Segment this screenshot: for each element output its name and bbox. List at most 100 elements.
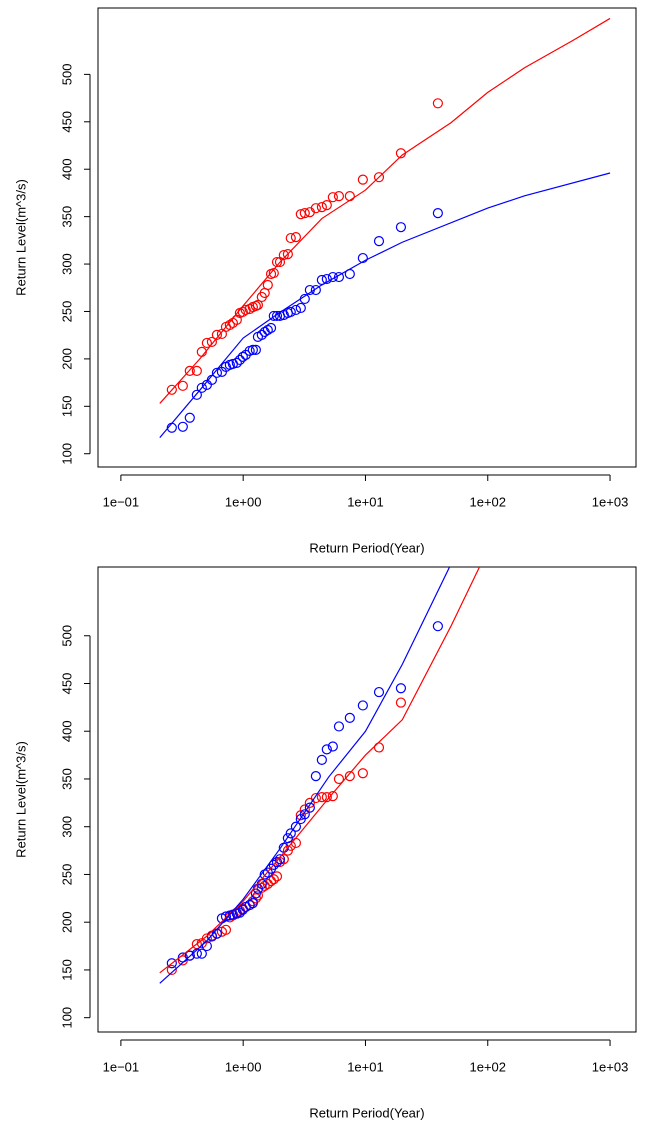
y-tick-label: 100 xyxy=(59,443,74,465)
data-point xyxy=(250,344,261,355)
data-point xyxy=(196,948,207,959)
data-point xyxy=(274,854,286,865)
data-point xyxy=(373,742,385,753)
data-point xyxy=(224,319,235,331)
data-point xyxy=(278,249,289,261)
data-point xyxy=(262,324,273,336)
data-point xyxy=(344,712,355,723)
data-point xyxy=(184,412,195,423)
data-point xyxy=(237,904,248,915)
data-point xyxy=(290,837,302,849)
data-point xyxy=(166,964,177,976)
data-point xyxy=(357,174,368,185)
data-point xyxy=(191,389,202,400)
data-point xyxy=(432,621,443,632)
fit-line xyxy=(159,567,481,974)
plot-area xyxy=(159,567,481,984)
data-point xyxy=(290,304,302,316)
data-point xyxy=(357,768,368,779)
y-tick-label: 300 xyxy=(59,253,74,275)
y-tick-label: 450 xyxy=(59,111,74,133)
data-point xyxy=(321,792,332,803)
data-point xyxy=(310,203,321,214)
data-point xyxy=(395,697,407,708)
data-point xyxy=(231,357,242,368)
y-axis-title: Return Level(m^3/s) xyxy=(13,741,28,858)
y-tick-label: 250 xyxy=(59,301,74,323)
y-tick-label: 350 xyxy=(59,206,74,228)
data-point xyxy=(268,874,279,885)
data-point xyxy=(271,310,283,322)
data-point xyxy=(344,191,355,202)
y-tick-label: 450 xyxy=(59,673,74,695)
data-point xyxy=(191,365,202,376)
data-point xyxy=(327,791,338,802)
y-tick-label: 150 xyxy=(59,395,74,417)
data-point xyxy=(244,899,255,911)
data-point xyxy=(285,306,296,318)
data-point xyxy=(166,384,177,395)
data-point xyxy=(201,933,212,944)
data-point xyxy=(316,202,327,213)
data-point xyxy=(220,911,232,922)
data-point xyxy=(299,208,310,219)
plot-frame xyxy=(97,7,637,468)
data-point xyxy=(327,271,338,283)
data-point xyxy=(316,754,327,765)
data-point xyxy=(271,856,283,868)
x-tick-label: 1e−01 xyxy=(103,1059,140,1074)
data-point xyxy=(290,232,302,243)
data-point xyxy=(206,336,218,348)
data-point xyxy=(247,344,258,355)
data-point xyxy=(321,200,332,211)
x-axis-title: Return Period(Year) xyxy=(309,1105,424,1120)
data-point xyxy=(240,304,251,316)
data-point xyxy=(177,380,188,391)
data-point xyxy=(282,248,293,260)
y-tick-label: 100 xyxy=(59,1007,74,1029)
y-tick-label: 500 xyxy=(59,64,74,86)
plot-frame xyxy=(97,566,637,1033)
data-point xyxy=(285,828,296,839)
data-point xyxy=(432,208,443,219)
data-point xyxy=(432,98,443,109)
data-point xyxy=(211,367,223,378)
data-point xyxy=(321,744,332,755)
data-point xyxy=(285,232,296,244)
data-point xyxy=(234,907,245,918)
data-point xyxy=(201,337,212,349)
data-point xyxy=(316,792,327,803)
data-point xyxy=(395,222,407,233)
data-point xyxy=(333,191,345,202)
data-point xyxy=(310,284,321,296)
data-point xyxy=(278,854,289,865)
data-point xyxy=(290,821,302,832)
y-tick-label: 500 xyxy=(59,625,74,647)
y-tick-label: 350 xyxy=(59,768,74,790)
data-point xyxy=(295,302,306,314)
x-tick-label: 1e+00 xyxy=(225,1059,262,1074)
x-tick-label: 1e+00 xyxy=(225,494,262,509)
data-point xyxy=(234,354,245,366)
x-axis-title: Return Period(Year) xyxy=(309,540,424,555)
y-tick-label: 200 xyxy=(59,911,74,933)
data-point xyxy=(357,700,368,711)
data-point xyxy=(252,299,264,311)
data-point xyxy=(220,924,232,935)
x-tick-label: 1e+01 xyxy=(347,1059,384,1074)
x-tick-label: 1e−01 xyxy=(103,494,140,509)
data-point xyxy=(310,792,321,804)
data-point xyxy=(196,382,207,393)
data-point xyxy=(268,859,279,871)
data-point xyxy=(271,871,283,882)
data-point xyxy=(244,303,255,315)
y-tick-label: 150 xyxy=(59,959,74,981)
x-tick-label: 1e+01 xyxy=(347,494,384,509)
x-tick-label: 1e+03 xyxy=(592,494,629,509)
data-point xyxy=(177,421,188,432)
data-point xyxy=(333,773,345,785)
y-tick-label: 300 xyxy=(59,816,74,838)
data-point xyxy=(256,329,267,340)
data-point xyxy=(268,310,279,322)
